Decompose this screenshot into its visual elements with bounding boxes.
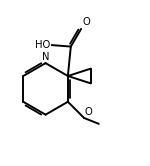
Text: N: N (42, 52, 49, 62)
Text: HO: HO (35, 40, 50, 50)
Text: O: O (83, 17, 90, 27)
Text: O: O (85, 107, 93, 117)
